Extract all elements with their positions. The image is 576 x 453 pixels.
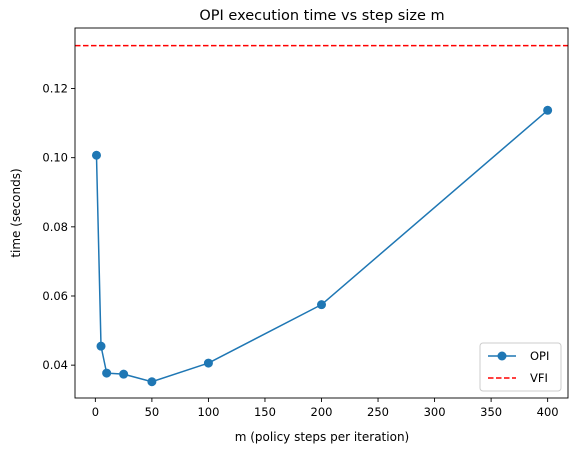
opi-data-point	[203, 358, 213, 368]
x-tick-label: 150	[254, 405, 276, 419]
legend-vfi-label: VFI	[530, 371, 548, 385]
opi-data-point	[102, 368, 112, 378]
plot-area	[75, 44, 568, 387]
x-axis-label: m (policy steps per iteration)	[235, 430, 409, 444]
y-tick-label: 0.06	[42, 289, 68, 303]
opi-series-line	[95, 109, 549, 383]
opi-data-point	[91, 150, 101, 160]
legend: OPI VFI	[479, 342, 562, 392]
y-tick-label: 0.10	[42, 151, 68, 165]
opi-data-point	[543, 105, 553, 115]
y-axis-label: time (seconds)	[9, 168, 23, 257]
y-tick-label: 0.04	[42, 358, 68, 372]
x-tick-label: 0	[92, 405, 99, 419]
legend-opi-label: OPI	[530, 349, 549, 363]
opi-data-point	[119, 369, 129, 379]
x-tick-label: 350	[480, 405, 502, 419]
x-tick-label: 100	[197, 405, 219, 419]
opi-data-point	[147, 377, 157, 387]
chart-title: OPI execution time vs step size m	[199, 8, 444, 24]
x-tick-label: 300	[424, 405, 446, 419]
y-tick-label: 0.08	[42, 220, 68, 234]
opi-data-point	[317, 300, 326, 310]
x-tick-label: 200	[311, 405, 333, 419]
x-axis-ticks: 0 50 100 150 200 250 300 350 400	[92, 398, 559, 419]
x-tick-label: 250	[367, 405, 389, 419]
y-axis-ticks: 0.04 0.06 0.08 0.10 0.12	[42, 82, 75, 372]
x-tick-label: 50	[145, 405, 160, 419]
opi-data-point	[96, 341, 106, 351]
x-tick-label: 400	[537, 405, 559, 419]
y-tick-label: 0.12	[42, 82, 68, 96]
legend-opi-marker	[497, 351, 507, 361]
